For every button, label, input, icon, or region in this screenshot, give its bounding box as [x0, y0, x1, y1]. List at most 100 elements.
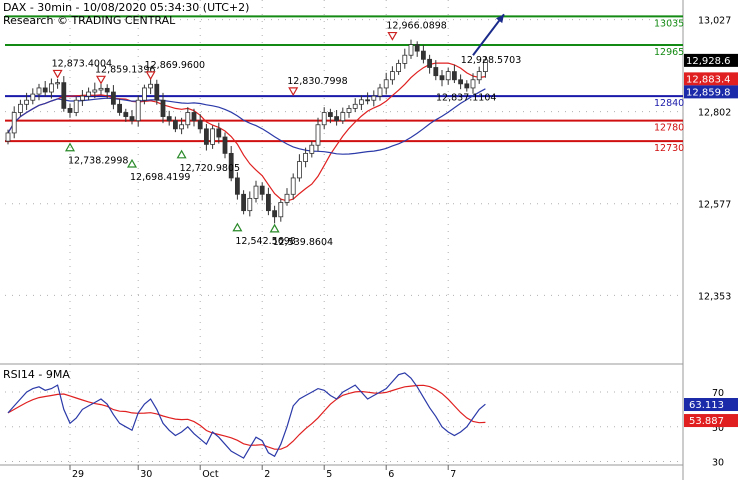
forecast-arrow	[472, 13, 505, 56]
candle-body	[389, 71, 395, 81]
time-axis: 29 30 Oct 2 5 6 7	[69, 465, 456, 480]
candle-body	[327, 112, 333, 117]
rsi-ma-line	[7, 384, 486, 450]
candle-body	[247, 197, 253, 212]
chart-subtitle: Research © TRADING CENTRAL	[3, 14, 176, 27]
rsi-badge	[684, 414, 738, 428]
candle-body	[358, 99, 364, 105]
candle-body	[160, 99, 166, 117]
candle-body	[321, 112, 327, 126]
candle-body	[296, 161, 302, 179]
candle-body	[433, 67, 439, 77]
price-badge-label: 12,928.6	[686, 56, 731, 67]
low-marker-icon	[269, 223, 280, 233]
level-label: 13035	[654, 18, 684, 29]
price-badge	[684, 72, 738, 86]
candle-body	[117, 103, 122, 113]
candle-body	[166, 116, 172, 122]
candle-body	[234, 177, 240, 195]
candle-body	[210, 128, 216, 145]
candle-body	[222, 136, 228, 154]
level-label: 12730	[654, 143, 684, 154]
rsi-title: RSI14 - 9MA	[3, 368, 70, 381]
level-label: 12965	[654, 47, 684, 58]
candle-body	[191, 112, 197, 122]
candle-body	[303, 152, 309, 162]
time-tick-label: 30	[140, 469, 152, 480]
candle-body	[458, 79, 464, 85]
candle-body	[179, 124, 185, 130]
candle-body	[346, 107, 352, 113]
candle-body	[92, 89, 98, 93]
candle-body	[427, 58, 433, 68]
ma-fast-line	[7, 62, 486, 202]
annotation-label: 12,542.5698	[235, 236, 295, 247]
candle-body	[11, 112, 17, 134]
ma-slow-line	[7, 88, 486, 155]
candle-body	[104, 87, 110, 93]
candle-body	[340, 112, 346, 122]
candle-body	[185, 112, 191, 126]
candle-body	[216, 128, 222, 138]
candle-body	[408, 44, 414, 56]
price-tick-label: 12,802	[698, 108, 731, 119]
chart-title: DAX - 30min - 10/08/2020 05:34:30 (UTC+2…	[3, 1, 250, 14]
arrow-shaft	[472, 13, 505, 56]
candle-body	[284, 193, 290, 203]
time-tick-label: 5	[326, 469, 332, 480]
high-marker-icon	[387, 31, 398, 41]
annotation-label: 12,966.0898	[386, 21, 446, 32]
rsi-badge-label: 63.113	[689, 400, 724, 411]
candle-body	[371, 95, 377, 101]
candle-body	[67, 107, 73, 113]
price-tick-label: 12,577	[698, 200, 731, 211]
candle-body	[259, 185, 265, 195]
candle-body	[73, 99, 79, 113]
level-label: 12840	[654, 98, 684, 109]
candle-body	[111, 91, 116, 105]
time-tick-label: 6	[388, 469, 394, 480]
candle-body	[420, 50, 426, 60]
rsi-panel: 70 50 30 63.113 53.887	[5, 372, 738, 469]
low-marker-icon	[232, 222, 243, 232]
candle-body	[482, 59, 488, 72]
candle-body	[36, 87, 42, 95]
candle-body	[272, 210, 278, 218]
annotation-label: 12,539.8604	[273, 237, 333, 248]
time-tick-label: 29	[72, 469, 84, 480]
moving-averages	[7, 62, 486, 202]
price-badge-label: 12,859.8	[686, 87, 731, 98]
candle-body	[464, 83, 470, 89]
candle-body	[445, 71, 451, 81]
candle-body	[396, 63, 402, 72]
annotation-label: 12,830.7998	[287, 76, 347, 87]
candle-body	[148, 83, 154, 89]
level-label: 12780	[654, 123, 684, 134]
candle-body	[439, 75, 445, 81]
candle-body	[309, 144, 315, 154]
candles	[5, 39, 488, 224]
candle-body	[172, 120, 178, 130]
rsi-tick-label: 70	[712, 388, 724, 399]
price-badge	[684, 85, 738, 99]
candle-body	[49, 83, 54, 93]
price-tick-label: 13,027	[698, 16, 731, 27]
candle-body	[123, 112, 129, 117]
annotation-label: 12,859.1396	[95, 64, 155, 75]
candle-body	[278, 202, 284, 218]
price-badge-label: 12,883.4	[686, 74, 731, 85]
candle-body	[290, 177, 296, 195]
high-marker-icon	[288, 87, 299, 97]
candle-body	[414, 44, 420, 52]
candle-body	[197, 120, 203, 130]
candle-body	[377, 87, 383, 97]
candle-body	[55, 82, 60, 85]
candle-body	[265, 193, 271, 212]
price-axis: 13,027 12,802 12,577 12,353 12,928.6 12,883.4…	[684, 16, 738, 302]
rsi-line	[7, 372, 486, 459]
low-marker-icon	[176, 149, 187, 159]
candle-body	[17, 103, 23, 113]
annotation-label: 12,698.4199	[130, 172, 190, 183]
annotation-label: 12,837.1104	[436, 92, 496, 103]
